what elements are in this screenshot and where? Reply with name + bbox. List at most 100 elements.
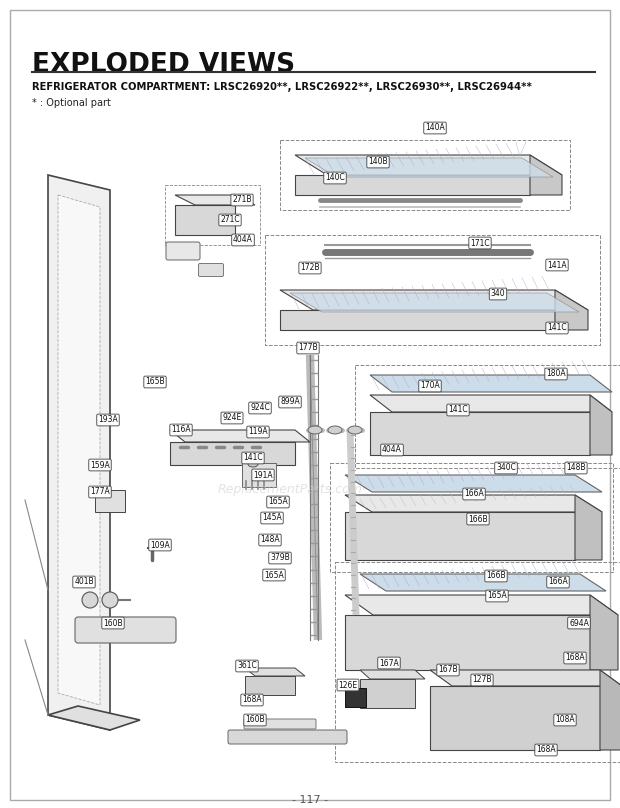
- Text: 172B: 172B: [300, 263, 320, 272]
- Polygon shape: [370, 375, 612, 392]
- Text: 404A: 404A: [382, 445, 402, 454]
- Polygon shape: [295, 155, 562, 175]
- Polygon shape: [370, 412, 590, 455]
- Polygon shape: [345, 615, 590, 670]
- Text: 191A: 191A: [253, 470, 273, 479]
- FancyBboxPatch shape: [244, 719, 316, 729]
- Polygon shape: [175, 205, 235, 235]
- FancyBboxPatch shape: [166, 242, 200, 260]
- Text: 140A: 140A: [425, 124, 445, 133]
- Text: 166B: 166B: [468, 515, 488, 524]
- Polygon shape: [175, 195, 255, 205]
- Polygon shape: [58, 195, 100, 705]
- Polygon shape: [575, 495, 602, 560]
- Text: 694A: 694A: [569, 618, 589, 628]
- Text: 159A: 159A: [90, 461, 110, 469]
- Polygon shape: [170, 442, 295, 465]
- Text: 361C: 361C: [237, 662, 257, 671]
- Text: 167A: 167A: [379, 659, 399, 667]
- Polygon shape: [305, 158, 553, 177]
- Text: 167B: 167B: [438, 666, 458, 675]
- Polygon shape: [295, 175, 530, 195]
- FancyBboxPatch shape: [75, 617, 176, 643]
- Polygon shape: [345, 475, 602, 492]
- Polygon shape: [360, 574, 606, 591]
- Text: 166B: 166B: [486, 571, 506, 580]
- Ellipse shape: [328, 426, 342, 434]
- Polygon shape: [430, 670, 620, 686]
- FancyBboxPatch shape: [345, 688, 366, 706]
- Text: * : Optional part: * : Optional part: [32, 98, 111, 108]
- Text: 340C: 340C: [496, 464, 516, 473]
- Text: EXPLODED VIEWS: EXPLODED VIEWS: [32, 52, 295, 78]
- Polygon shape: [280, 310, 555, 330]
- Polygon shape: [590, 395, 612, 455]
- Text: 160B: 160B: [245, 716, 265, 725]
- Polygon shape: [170, 430, 310, 442]
- Polygon shape: [345, 512, 575, 560]
- Text: 126E: 126E: [339, 680, 358, 689]
- Polygon shape: [48, 175, 110, 730]
- Polygon shape: [280, 290, 588, 310]
- Text: 160B: 160B: [103, 618, 123, 628]
- Text: 165A: 165A: [487, 591, 507, 600]
- Text: REFRIGERATOR COMPARTMENT: LRSC26920**, LRSC26922**, LRSC26930**, LRSC26944**: REFRIGERATOR COMPARTMENT: LRSC26920**, L…: [32, 82, 532, 92]
- Text: 168A: 168A: [536, 746, 556, 755]
- Text: 168A: 168A: [242, 696, 262, 705]
- Text: 127B: 127B: [472, 675, 492, 684]
- Text: 165A: 165A: [268, 498, 288, 507]
- Text: 140C: 140C: [325, 174, 345, 183]
- Text: 140B: 140B: [368, 158, 388, 166]
- Polygon shape: [360, 670, 425, 679]
- Polygon shape: [48, 706, 140, 730]
- Text: 177B: 177B: [298, 343, 318, 352]
- Text: 168A: 168A: [565, 654, 585, 663]
- Polygon shape: [290, 293, 579, 312]
- Text: 108A: 108A: [555, 716, 575, 725]
- Text: 165A: 165A: [264, 570, 284, 579]
- FancyBboxPatch shape: [198, 263, 223, 276]
- Text: 165B: 165B: [145, 377, 165, 386]
- Polygon shape: [600, 670, 620, 750]
- Circle shape: [82, 592, 98, 608]
- Text: 193A: 193A: [98, 415, 118, 424]
- Ellipse shape: [348, 426, 362, 434]
- Text: - 117 -: - 117 -: [292, 795, 328, 805]
- Text: 141C: 141C: [448, 406, 468, 415]
- Text: 148A: 148A: [260, 536, 280, 545]
- Text: 141C: 141C: [243, 453, 263, 462]
- Text: 340: 340: [490, 289, 505, 298]
- Text: 119A: 119A: [248, 427, 268, 436]
- Text: 271C: 271C: [220, 216, 240, 225]
- Text: 401B: 401B: [74, 578, 94, 587]
- Text: 379B: 379B: [270, 553, 290, 562]
- Text: 141C: 141C: [547, 323, 567, 333]
- FancyBboxPatch shape: [228, 730, 347, 744]
- Text: 180A: 180A: [546, 369, 566, 378]
- Circle shape: [102, 592, 118, 608]
- Polygon shape: [345, 595, 618, 615]
- Text: 404A: 404A: [233, 235, 253, 245]
- Polygon shape: [555, 290, 588, 330]
- FancyBboxPatch shape: [242, 463, 276, 487]
- Text: 170A: 170A: [420, 381, 440, 390]
- Text: 116A: 116A: [171, 426, 191, 435]
- Text: 177A: 177A: [90, 487, 110, 496]
- Polygon shape: [530, 155, 562, 195]
- Text: 166A: 166A: [548, 578, 568, 587]
- Text: 141A: 141A: [547, 260, 567, 270]
- Polygon shape: [370, 395, 612, 412]
- Text: ReplacementParts.com: ReplacementParts.com: [218, 483, 363, 496]
- Ellipse shape: [248, 461, 258, 467]
- Text: 148B: 148B: [566, 464, 586, 473]
- Polygon shape: [245, 676, 295, 695]
- Ellipse shape: [308, 426, 322, 434]
- Text: 899A: 899A: [280, 398, 300, 406]
- Text: 109A: 109A: [150, 541, 170, 549]
- Polygon shape: [360, 679, 415, 708]
- Text: 145A: 145A: [262, 514, 282, 523]
- Polygon shape: [590, 595, 618, 670]
- Text: 924E: 924E: [223, 414, 242, 423]
- Text: 924C: 924C: [250, 403, 270, 413]
- Text: 271B: 271B: [232, 196, 252, 204]
